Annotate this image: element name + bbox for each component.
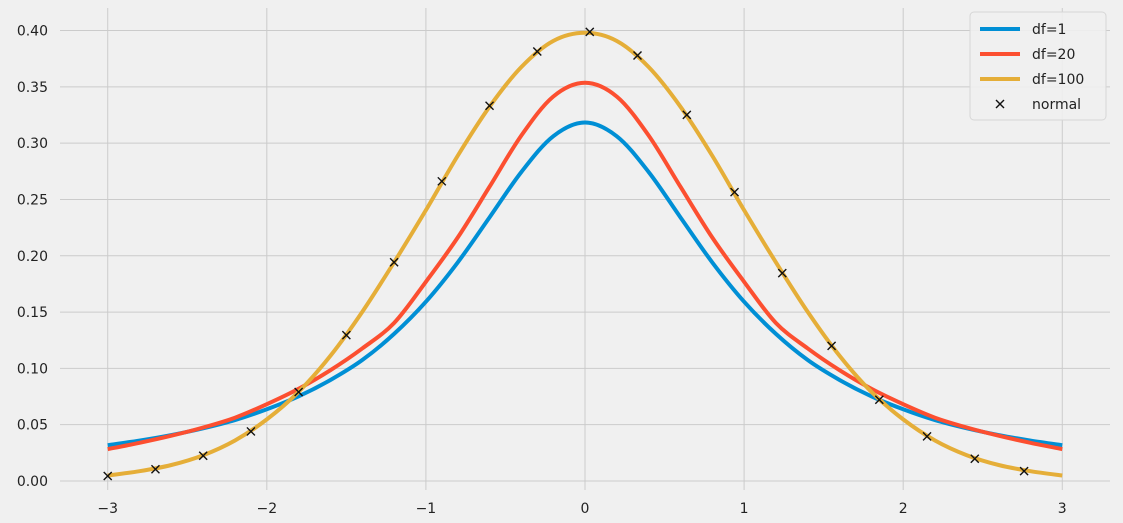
x-tick-label: 2 [899, 501, 908, 517]
normal-marker [532, 46, 542, 56]
normal-marker [730, 187, 740, 197]
normal-marker [341, 330, 351, 340]
normal-marker [1019, 466, 1029, 476]
normal-marker [389, 257, 399, 267]
normal-marker [874, 395, 884, 405]
normal-marker [777, 268, 787, 278]
normal-marker [294, 387, 304, 397]
y-tick-label: 0.40 [17, 24, 48, 40]
legend-swatch-normal [995, 99, 1005, 109]
y-tick-label: 0.20 [17, 249, 48, 265]
x-tick-label: 0 [581, 501, 590, 517]
legend-label-df-100: df=100 [1032, 72, 1084, 88]
x-tick-label: −1 [416, 501, 437, 517]
series-line-df-1 [107, 120, 1063, 448]
normal-marker [682, 110, 692, 120]
normal-marker [633, 51, 642, 61]
normal-marker [246, 426, 256, 436]
legend-label-normal: normal [1032, 97, 1081, 113]
series-line-df-100 [107, 30, 1063, 478]
legend-label-df-20: df=20 [1032, 47, 1075, 63]
x-tick-label: 3 [1058, 501, 1067, 517]
y-tick-label: 0.15 [17, 305, 48, 321]
y-tick-label: 0.35 [17, 80, 48, 96]
y-tick-label: 0.00 [17, 474, 48, 490]
y-tick-label: 0.05 [17, 418, 48, 434]
legend-box [969, 11, 1107, 121]
x-tick-label: 1 [740, 501, 749, 517]
normal-marker [103, 471, 113, 481]
x-tick-label: −2 [256, 501, 277, 517]
y-tick-label: 0.30 [17, 136, 48, 152]
normal-marker [437, 176, 447, 186]
y-tick-label: 0.25 [17, 192, 48, 208]
legend: df=1 df=20 df=100 normal [969, 11, 1107, 121]
normal-marker [827, 341, 837, 351]
plot-area [103, 27, 1063, 481]
normal-marker [922, 431, 932, 441]
normal-marker [198, 451, 208, 461]
legend-label-df-1: df=1 [1032, 22, 1066, 38]
x-tick-label: −3 [97, 501, 118, 517]
tick-labels: −3 −2 −1 0 1 2 3 0.00 0.05 0.10 0.15 0.20 0.25 0.30 0.… [17, 24, 1067, 517]
normal-marker [485, 101, 495, 111]
normal-marker [970, 454, 980, 464]
grid [60, 8, 1110, 490]
series-line-df-20 [107, 80, 1063, 452]
normal-marker [585, 27, 595, 37]
y-tick-label: 0.10 [17, 361, 48, 377]
normal-marker [150, 464, 160, 474]
